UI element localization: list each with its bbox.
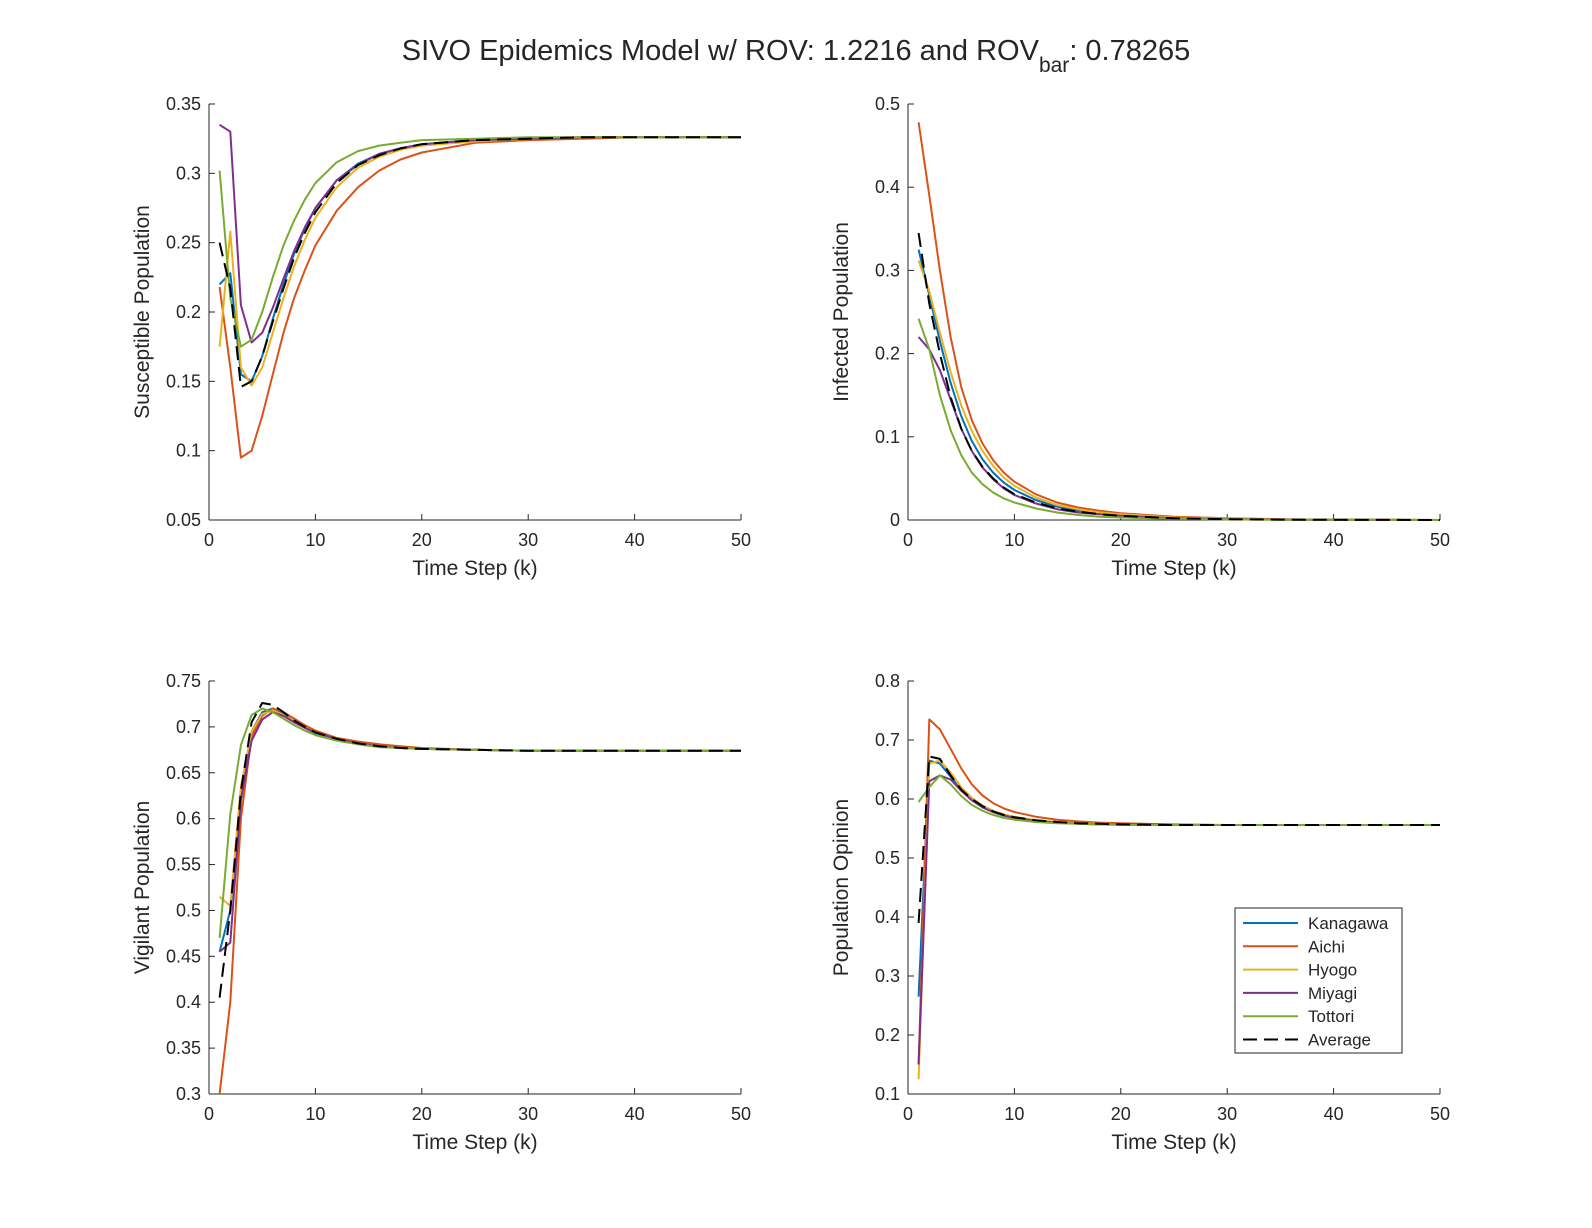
x-axis-label: Time Step (k) — [1111, 1131, 1236, 1154]
series-line-hyogo — [218, 709, 741, 907]
subplots: 0 10 20 30 40 50 0.05 0.1 0.15 0.2 0.25 0.3 0.35 Time… — [131, 94, 1450, 1154]
y-tick-label: 0.1 — [176, 441, 201, 461]
legend-label-miyagi: Miyagi — [1308, 984, 1357, 1003]
x-tick-label: 20 — [1111, 530, 1131, 550]
y-tick-label: 0.45 — [166, 946, 201, 966]
subplot-vigilant: 0 10 20 30 40 50 0.3 0.35 0.4 0.45 0.5 0.55 0.6 0.65 0… — [131, 671, 751, 1154]
x-tick-label: 20 — [1111, 1104, 1131, 1124]
series-line-average — [218, 136, 741, 388]
y-tick-label: 0.7 — [875, 730, 900, 750]
y-tick-label: 0.25 — [166, 233, 201, 253]
y-tick-label: 0.3 — [176, 163, 201, 183]
series-line-tottori — [218, 707, 741, 939]
subplot-susceptible: 0 10 20 30 40 50 0.05 0.1 0.15 0.2 0.25 0.3 0.35 Time… — [131, 94, 751, 580]
y-tick-label: 0.8 — [875, 671, 900, 691]
x-tick-label: 10 — [305, 1104, 325, 1124]
y-tick-label: 0.3 — [875, 966, 900, 986]
y-tick-label: 0.3 — [176, 1084, 201, 1104]
series-line-miyagi — [917, 336, 1441, 521]
y-axis-label: Population Opinion — [830, 799, 853, 976]
series-line-kanagawa — [218, 707, 741, 952]
x-tick-label: 40 — [625, 530, 645, 550]
y-tick-label: 0.4 — [875, 907, 900, 927]
subplot-opinion: 0 10 20 30 40 50 0.1 0.2 0.3 0.4 0.5 0.6 0.7 0.8 Time … — [830, 671, 1450, 1154]
x-tick-label: 30 — [1217, 530, 1237, 550]
y-tick-label: 0.1 — [875, 1084, 900, 1104]
x-tick-label: 50 — [1430, 1104, 1450, 1124]
x-tick-label: 40 — [1324, 1104, 1344, 1124]
legend-label-kanagawa: Kanagawa — [1308, 914, 1389, 933]
x-tick-label: 10 — [1004, 530, 1024, 550]
x-tick-label: 30 — [1217, 1104, 1237, 1124]
series-line-aichi — [917, 122, 1441, 521]
y-axis-label: Susceptible Population — [131, 205, 154, 419]
x-axis-label: Time Step (k) — [412, 1131, 537, 1154]
title-tail: : 0.78265 — [1069, 35, 1190, 67]
series-line-miyagi — [218, 711, 741, 953]
y-tick-label: 0.4 — [176, 992, 201, 1012]
x-tick-label: 0 — [204, 1104, 214, 1124]
y-tick-label: 0.5 — [875, 94, 900, 114]
series-line-average — [917, 755, 1440, 923]
series-line-tottori — [917, 774, 1440, 826]
x-tick-label: 40 — [1324, 530, 1344, 550]
x-tick-label: 0 — [903, 1104, 913, 1124]
figure-title: SIVO Epidemics Model w/ ROV: 1.2216 and … — [402, 35, 1191, 77]
series-line-kanagawa — [917, 249, 1441, 521]
x-tick-label: 40 — [625, 1104, 645, 1124]
x-tick-label: 50 — [1430, 530, 1450, 550]
x-axis-label: Time Step (k) — [412, 557, 537, 580]
x-tick-label: 0 — [903, 530, 913, 550]
y-tick-label: 0.05 — [166, 510, 201, 530]
y-tick-label: 0.5 — [176, 900, 201, 920]
y-tick-label: 0.1 — [875, 427, 900, 447]
y-tick-label: 0.35 — [166, 1038, 201, 1058]
series-line-miyagi — [219, 123, 741, 344]
x-tick-label: 0 — [204, 530, 214, 550]
y-tick-label: 0.5 — [875, 848, 900, 868]
y-tick-label: 0 — [890, 510, 900, 530]
series-line-aichi — [218, 707, 741, 1095]
series-line-average — [218, 702, 741, 998]
y-tick-label: 0.6 — [176, 809, 201, 829]
y-tick-label: 0.6 — [875, 789, 900, 809]
y-tick-label: 0.15 — [166, 371, 201, 391]
y-tick-label: 0.2 — [176, 302, 201, 322]
series-line-hyogo — [218, 136, 741, 387]
x-tick-label: 30 — [518, 1104, 538, 1124]
x-tick-label: 50 — [731, 1104, 751, 1124]
x-tick-label: 10 — [305, 530, 325, 550]
y-tick-label: 0.7 — [176, 717, 201, 737]
x-tick-label: 30 — [518, 530, 538, 550]
y-axis-label: Vigilant Population — [131, 801, 154, 975]
y-tick-label: 0.3 — [875, 260, 900, 280]
x-axis-label: Time Step (k) — [1111, 557, 1236, 580]
x-tick-label: 10 — [1004, 1104, 1024, 1124]
legend: Kanagawa Aichi Hyogo Miyagi Tottori Average — [1234, 907, 1403, 1054]
legend-label-tottori: Tottori — [1308, 1007, 1354, 1026]
y-tick-label: 0.35 — [166, 94, 201, 114]
legend-label-hyogo: Hyogo — [1308, 961, 1357, 980]
y-tick-label: 0.75 — [166, 671, 201, 691]
legend-label-aichi: Aichi — [1308, 937, 1345, 956]
legend-box — [1234, 907, 1403, 1054]
y-tick-label: 0.55 — [166, 855, 201, 875]
x-tick-label: 20 — [412, 530, 432, 550]
y-tick-label: 0.4 — [875, 177, 900, 197]
y-axis-label: Infected Population — [830, 222, 853, 402]
subplot-infected: 0 10 20 30 40 50 0 0.1 0.2 0.3 0.4 0.5 Time Step (k)… — [830, 94, 1450, 580]
series-line-tottori — [917, 318, 1440, 521]
series-line-average — [917, 232, 1441, 521]
title-main: SIVO Epidemics Model w/ ROV: 1.2216 and … — [402, 35, 1040, 67]
legend-label-average: Average — [1308, 1031, 1371, 1050]
series-line-aichi — [218, 136, 741, 459]
y-tick-label: 0.2 — [875, 344, 900, 364]
y-tick-label: 0.2 — [875, 1025, 900, 1045]
title-subscript: bar — [1039, 54, 1069, 77]
x-tick-label: 50 — [731, 530, 751, 550]
x-tick-label: 20 — [412, 1104, 432, 1124]
y-tick-label: 0.65 — [166, 763, 201, 783]
